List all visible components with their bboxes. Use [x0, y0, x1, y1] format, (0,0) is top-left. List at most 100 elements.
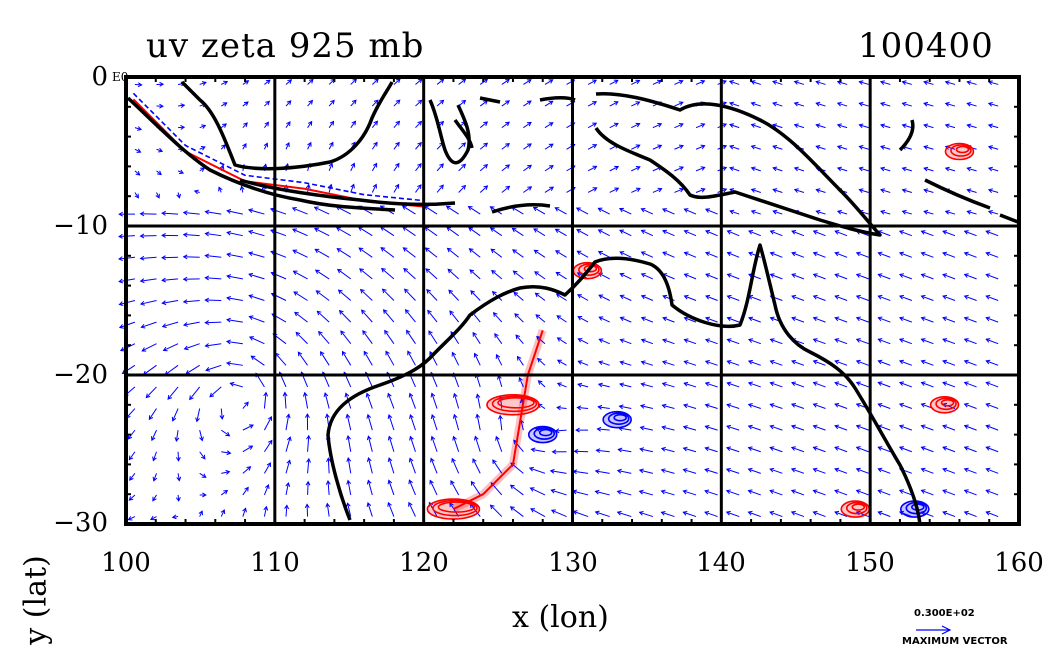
wind-vector: [328, 458, 329, 473]
plot-date: 100400: [858, 26, 994, 66]
wind-vector: [514, 292, 523, 300]
coastline-timor: [492, 205, 550, 212]
wind-vector: [511, 507, 524, 517]
x-tick-label: 100: [96, 548, 156, 578]
wind-vector: [473, 459, 480, 473]
wind-vector: [428, 310, 437, 322]
wind-vector: [317, 311, 329, 322]
vorticity-contours: [133, 93, 973, 519]
wind-vector: [386, 351, 394, 365]
wind-vector: [360, 269, 372, 279]
y-axis-label: y (lat): [19, 555, 54, 644]
wind-vector: [403, 206, 416, 214]
wind-vector: [251, 356, 264, 365]
wind-vector: [162, 213, 178, 214]
reference-vector-legend: 0.300E+02 MAXIMUM VECTOR: [890, 606, 1030, 650]
wind-vector: [511, 485, 524, 495]
wind-vector: [425, 227, 437, 236]
wind-vector: [294, 292, 308, 301]
wind-vector: [359, 227, 373, 235]
wind-vector: [382, 268, 394, 278]
wind-vector: [295, 312, 308, 322]
wind-vector: [469, 228, 480, 236]
wind-vector: [340, 311, 351, 322]
coastline-islands-east: [900, 120, 1018, 222]
reference-vector-label: MAXIMUM VECTOR: [902, 636, 1008, 647]
wind-vector: [321, 352, 330, 366]
wind-vector: [530, 488, 544, 495]
wind-vector: [381, 248, 394, 258]
wind-vector: [403, 248, 415, 257]
wind-vector: [165, 365, 178, 374]
wind-vector: [515, 314, 523, 322]
wind-vector: [448, 248, 459, 257]
wind-vector: [471, 291, 480, 301]
wind-vector: [338, 269, 351, 278]
x-tick-label: 150: [840, 548, 900, 578]
wind-vector: [337, 228, 351, 236]
grid-lines: [126, 77, 1019, 524]
wind-vector: [513, 250, 524, 257]
wind-vector: [426, 269, 437, 279]
x-tick-label: 130: [543, 548, 603, 578]
wind-vector: [383, 289, 394, 300]
wind-vector: [384, 310, 394, 322]
wind-vector: [471, 482, 480, 495]
wind-vector: [406, 310, 416, 322]
wind-vector: [337, 249, 350, 258]
x-axis-label: x (lon): [512, 600, 609, 635]
wind-vector: [285, 393, 286, 409]
vorticity-fills: [427, 144, 973, 520]
x-tick-label: 110: [245, 548, 305, 578]
wind-vector: [364, 351, 372, 365]
wind-vector: [275, 353, 286, 365]
wind-vector: [408, 351, 416, 365]
wind-vector: [298, 352, 307, 365]
wind-vector: [205, 322, 221, 323]
wind-vector: [450, 311, 459, 322]
wind-vector: [308, 482, 309, 495]
wind-vector: [168, 387, 178, 399]
wind-vector: [404, 269, 416, 279]
wind-vector: [319, 332, 329, 344]
wind-vector: [492, 270, 502, 278]
wind-vector: [405, 289, 416, 300]
wind-vector: [363, 331, 372, 344]
coastline-islands-north: [455, 98, 575, 148]
y-tick-label: −20: [28, 360, 108, 390]
reference-vector-value: 0.300E+02: [914, 608, 975, 619]
wind-vector: [210, 387, 221, 397]
wind-vector: [513, 271, 523, 279]
wind-vector: [429, 331, 437, 344]
wind-vector: [339, 290, 351, 300]
y-tick-label: 0: [28, 62, 108, 92]
wind-vector: [294, 271, 308, 279]
wind-vector: [448, 269, 458, 279]
wind-vector: [425, 206, 437, 214]
wind-vector: [451, 481, 459, 495]
wind-vector: [362, 310, 373, 322]
wind-vector: [447, 227, 459, 235]
wind-vector: [491, 249, 502, 257]
wind-vector: [359, 248, 372, 257]
wind-vector: [449, 290, 459, 300]
wind-vector: [264, 417, 271, 430]
plot-title: uv zeta 925 mb: [146, 26, 424, 66]
wind-vector: [146, 387, 156, 398]
wind-vector: [427, 290, 437, 301]
wind-vector: [531, 509, 545, 517]
wind-vector: [342, 352, 350, 366]
wind-vector: [385, 331, 394, 344]
wind-vector: [403, 227, 416, 236]
wind-vector: [293, 250, 307, 257]
wind-vector: [184, 235, 200, 236]
wind-vector: [494, 313, 502, 322]
wind-vector: [447, 206, 459, 214]
x-tick-label: 160: [989, 548, 1049, 578]
wind-vectors: [119, 79, 998, 520]
wind-vector: [315, 249, 329, 257]
wind-vector: [381, 227, 394, 236]
wind-vector: [493, 460, 502, 473]
wind-vector: [316, 291, 329, 301]
